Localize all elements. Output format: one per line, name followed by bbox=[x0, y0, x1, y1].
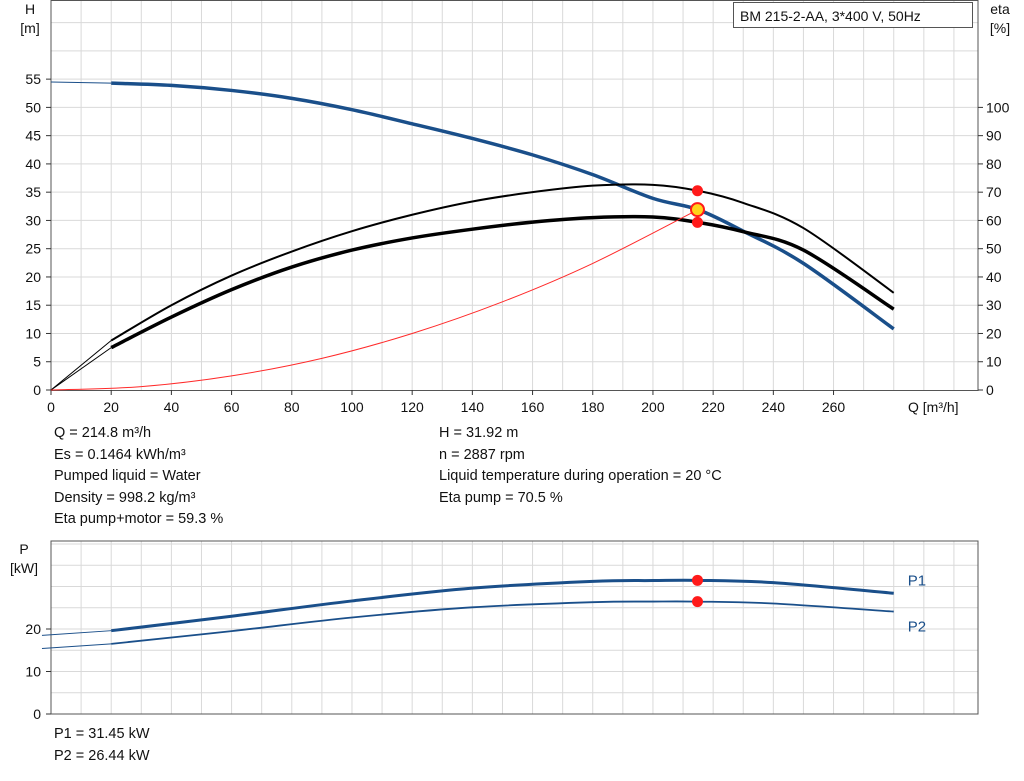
duty-points bbox=[689, 185, 705, 608]
x-tick-label: 220 bbox=[701, 399, 725, 415]
y-tick-label: 5 bbox=[33, 354, 41, 370]
p-axis-title: P [kW] bbox=[10, 541, 38, 576]
duty-eta-pump-point bbox=[691, 185, 703, 197]
x-tick-label: 180 bbox=[581, 399, 605, 415]
pump-model-title: BM 215-2-AA, 3*400 V, 50Hz bbox=[733, 2, 973, 28]
power-chart-curves: P1 P2 bbox=[41, 572, 926, 650]
x-tick-label: 40 bbox=[164, 399, 180, 415]
p1-legend-label: P1 bbox=[908, 572, 926, 589]
y2-tick-label: 100 bbox=[986, 99, 1010, 115]
info-p2: P2 = 26.44 kW bbox=[54, 747, 150, 764]
info-specific-energy: Es = 0.1464 kWh/m³ bbox=[54, 446, 186, 463]
info-liquid-temperature: Liquid temperature during operation = 20… bbox=[439, 468, 722, 484]
y-tick-label: 55 bbox=[25, 71, 41, 87]
p2-legend-label: P2 bbox=[908, 619, 926, 636]
p-tick-label: 20 bbox=[25, 621, 41, 637]
power-chart-grid bbox=[51, 541, 978, 714]
axis-labels: H [m] eta [%] P [kW] Q [m³/h] bbox=[10, 1, 1010, 576]
eta-total-curve bbox=[110, 214, 895, 350]
duty-eta-total-point bbox=[691, 216, 703, 228]
x-tick-label: 160 bbox=[521, 399, 545, 415]
x-tick-label: 20 bbox=[103, 399, 119, 415]
x-tick-label: 120 bbox=[400, 399, 424, 415]
y2-tick-label: 10 bbox=[986, 354, 1002, 370]
system-curve bbox=[50, 209, 699, 391]
P1-curve bbox=[111, 578, 894, 633]
axis-ticks: 0 20 40 60 80 100 120 140 160 180 200 220 240 2600510… bbox=[25, 71, 1009, 722]
y-tick-label: 25 bbox=[25, 241, 41, 257]
y2-tick-label: 30 bbox=[986, 297, 1002, 313]
x-tick-label: 80 bbox=[284, 399, 300, 415]
info-flow: Q = 214.8 m³/h bbox=[54, 425, 152, 441]
head-chart-frame bbox=[50, 0, 979, 391]
P2-curve bbox=[111, 600, 894, 645]
y2-tick-label: 90 bbox=[986, 128, 1002, 144]
y2-axis-title: eta [%] bbox=[990, 1, 1010, 36]
y-tick-label: 10 bbox=[25, 325, 41, 341]
x-tick-label: 240 bbox=[762, 399, 786, 415]
y2-tick-label: 50 bbox=[986, 241, 1002, 257]
x-axis-title: Q [m³/h] bbox=[908, 399, 959, 415]
eta-total-ext-curve bbox=[50, 347, 112, 391]
y2-tick-label: 60 bbox=[986, 212, 1002, 228]
duty-head-point bbox=[689, 202, 705, 218]
y2-tick-label: 0 bbox=[986, 382, 994, 398]
info-p1: P1 = 31.45 kW bbox=[54, 726, 150, 742]
x-tick-label: 200 bbox=[641, 399, 665, 415]
y-tick-label: 40 bbox=[25, 156, 41, 172]
info-pumped-liquid: Pumped liquid = Water bbox=[54, 468, 201, 484]
y-tick-label: 45 bbox=[25, 128, 41, 144]
info-eta-pump-motor: Eta pump+motor = 59.3 % bbox=[54, 511, 224, 527]
y-axis-title: H [m] bbox=[20, 1, 39, 36]
y2-tick-label: 80 bbox=[986, 156, 1002, 172]
y2-tick-label: 40 bbox=[986, 269, 1002, 285]
power-chart-frame bbox=[50, 540, 979, 715]
x-tick-label: 60 bbox=[224, 399, 240, 415]
y-tick-label: 15 bbox=[25, 297, 41, 313]
info-density: Density = 998.2 kg/m³ bbox=[54, 489, 196, 506]
p-tick-label: 0 bbox=[33, 706, 41, 722]
info-eta-pump: Eta pump = 70.5 % bbox=[439, 489, 563, 506]
p-tick-label: 10 bbox=[25, 663, 41, 679]
info-head: H = 31.92 m bbox=[439, 425, 519, 441]
y-tick-label: 0 bbox=[33, 382, 41, 398]
duty-P2-point bbox=[691, 596, 703, 608]
y-tick-label: 50 bbox=[25, 99, 41, 115]
y-tick-label: 20 bbox=[25, 269, 41, 285]
x-tick-label: 0 bbox=[47, 399, 55, 415]
P2-ext-curve bbox=[41, 643, 112, 650]
eta-pump-curve bbox=[110, 183, 895, 342]
head-chart-curves bbox=[50, 81, 895, 391]
x-tick-label: 100 bbox=[340, 399, 364, 415]
head-chart-grid bbox=[51, 0, 978, 390]
duty-P1-point bbox=[691, 574, 703, 586]
info-left-block: Q = 214.8 m³/h Es = 0.1464 kWh/m³ Pumped… bbox=[54, 423, 223, 531]
eta-pump-ext-curve bbox=[50, 340, 112, 391]
info-speed: n = 2887 rpm bbox=[439, 446, 525, 463]
x-tick-label: 260 bbox=[822, 399, 846, 415]
y2-tick-label: 70 bbox=[986, 184, 1002, 200]
info-right-block: H = 31.92 m n = 2887 rpm Liquid temperat… bbox=[439, 423, 722, 509]
y-tick-label: 35 bbox=[25, 184, 41, 200]
head-ext-curve bbox=[50, 81, 112, 84]
x-tick-label: 140 bbox=[461, 399, 485, 415]
info-power-block: P1 = 31.45 kW P2 = 26.44 kW bbox=[54, 724, 150, 767]
P1-ext-curve bbox=[41, 630, 112, 636]
y-tick-label: 30 bbox=[25, 212, 41, 228]
y2-tick-label: 20 bbox=[986, 325, 1002, 341]
